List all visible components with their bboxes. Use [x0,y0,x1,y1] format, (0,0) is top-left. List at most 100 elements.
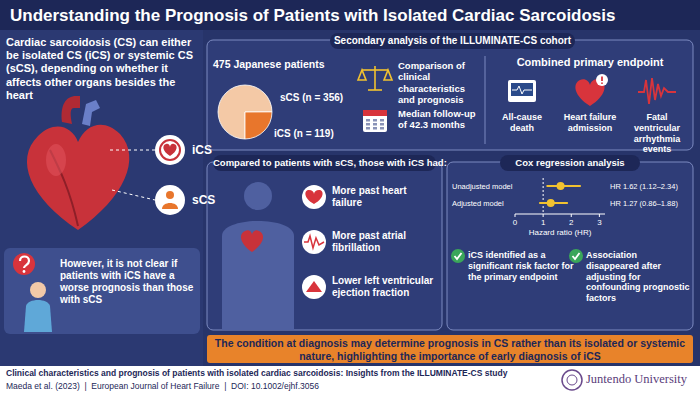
x-axis [515,214,605,215]
calendar-cell [366,119,370,122]
hr-point [547,199,555,207]
scs-head [166,191,174,199]
person-body [24,300,52,332]
cox-point: Association disappeared after adjusting … [586,250,690,304]
finding-icon [302,275,326,299]
x-tick-label: 3 [597,218,602,227]
footer-citation: Maeda et al. (2023) | European Journal o… [6,381,546,391]
scs-body [162,203,178,209]
ics-icon [155,135,185,165]
alert-dot [601,82,603,84]
ecg-icon [638,78,676,104]
calendar-icon [363,110,387,132]
calendar-cell [380,127,384,130]
silhouette-body [222,221,294,330]
hr-point [557,182,565,190]
forest-marks [539,178,581,214]
check-icon [451,249,465,263]
ics-target [160,140,180,160]
pie-slice [245,112,272,139]
connector [110,150,155,151]
ics-label: iCS [192,143,212,157]
cox-point: iCS identified as a significant risk fac… [468,250,574,282]
findings-panel [207,162,442,330]
finding-glyph [304,236,324,248]
balance-icon [358,66,392,90]
left-panel [0,30,203,366]
pie-title: 475 Japanese patients [213,58,353,71]
institution: Juntendo University [586,372,698,387]
study-heading-pill [330,33,575,49]
chart-title: Cox regression analysis [500,157,640,168]
calendar-cell [373,123,377,126]
intro-text: Cardiac sarcoidosis (CS) can either be i… [6,36,198,102]
endpoint-label: All-cause death [489,112,555,134]
pie-label: iCS (n = 119) [274,128,334,140]
pie-label: sCS (n = 356) [280,92,343,104]
finding-glyph [306,281,322,292]
category-label: Adjusted model [452,199,504,208]
infographic: 0123Hazard ratio (HR)Unadjusted modelHR … [0,0,700,394]
shape [368,89,382,91]
finding-glyph [305,190,322,204]
person-head [30,282,46,298]
study-panel [207,40,693,150]
pie-slice [218,85,272,139]
monitor-icon [508,80,536,102]
calendar-cell [366,127,370,130]
divider [485,56,486,144]
silhouette-heart [241,230,263,252]
value-label: HR 1.62 (1.12–2.34) [610,182,678,191]
x-axis-label: Hazard ratio (HR) [529,228,592,237]
endpoint-label: Fatal ventricular arrhythmia events [624,112,690,155]
study-heading: Secondary analysis of the ILLUMINATE-CS … [330,35,575,47]
shape [362,69,388,71]
calendar-cell [380,119,384,122]
findings-heading-pill [213,155,436,171]
finding-icon [302,185,326,209]
calendar-cell [373,127,377,130]
logo-inner [567,375,577,385]
finding-text: More past heart failure [332,185,438,209]
x-tick-label: 2 [569,218,574,227]
calendar-cell [373,119,377,122]
comparison-text: Comparison of clinical characteristics a… [398,60,480,106]
finding-text: More past atrial fibrillation [332,230,438,254]
finding-icon [302,230,326,254]
calendar-cell [366,123,370,126]
cox-panel [447,162,693,330]
logo [562,370,582,390]
findings-heading: Compared to patients with sCS, those wit… [213,157,436,168]
question-dot [23,270,26,273]
follow-up-text: Median follow-up of 42.3 months [398,108,480,131]
title-bar [0,0,700,30]
aorta [62,96,80,124]
endpoint-title: Combined primary endpoint [490,56,690,69]
calendar-top [363,110,387,116]
x-tick [515,214,516,217]
endpoint-label: Heart failure admission [557,112,623,134]
heart [27,125,129,230]
silhouette-head [244,182,272,210]
question-mark [20,257,29,269]
shape [358,70,366,80]
connector [112,190,155,200]
x-tick-label: 1 [541,218,546,227]
value-label: HR 1.27 (0.86–1.88) [610,199,678,208]
question-icon [13,253,35,275]
conclusion-banner [207,335,693,363]
footer-title: Clinical characteristics and prognosis o… [6,368,546,378]
finding-text: Lower left ventricular ejection fraction [332,275,438,299]
check-mark [573,253,580,259]
heart-highlight [46,144,66,176]
x-tick [543,214,544,217]
check-mark [455,253,462,259]
question-box [4,248,200,334]
category-label: Unadjusted model [452,182,513,191]
reference-line [543,178,544,214]
cox-heading-pill [500,155,640,171]
vessel [82,100,100,126]
heart-illustration [27,96,129,230]
conclusion-text: The condition at diagnosis may determine… [212,337,688,362]
x-tick [599,214,600,217]
